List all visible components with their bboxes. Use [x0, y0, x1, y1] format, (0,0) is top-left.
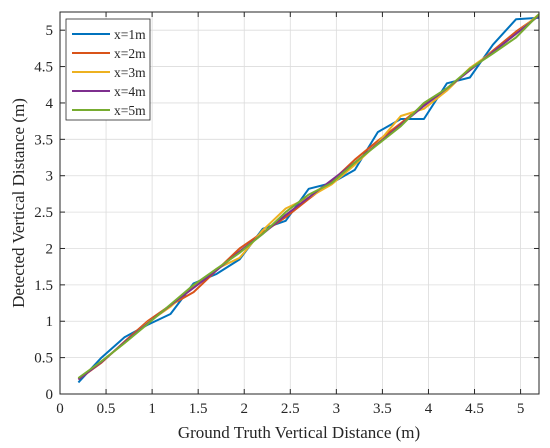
y-tick-label: 2 — [46, 241, 54, 257]
y-axis-label: Detected Vertical Distance (m) — [9, 98, 28, 308]
x-tick-labels: 0 0.5 1 1.5 2 2.5 3 3.5 4 4.5 5 — [56, 401, 524, 417]
legend-label-1: x=1m — [114, 27, 146, 42]
x-tick-label: 4.5 — [465, 401, 484, 417]
y-tick-label: 2.5 — [34, 205, 53, 221]
plot-frame — [59, 11, 540, 395]
y-tick-label: 4.5 — [34, 60, 53, 76]
x-tick-label: 0.5 — [97, 401, 116, 417]
y-tick-label: 5 — [46, 23, 54, 39]
grid — [59, 12, 539, 395]
x-tick-label: 5 — [517, 401, 525, 417]
y-tick-label: 1 — [46, 314, 54, 330]
y-tick-label: 0 — [46, 387, 54, 403]
x-tick-label: 1.5 — [189, 401, 208, 417]
x-tick-label: 4 — [425, 401, 433, 417]
series-line-1 — [77, 16, 540, 384]
x-tick-label: 3.5 — [373, 401, 392, 417]
legend-label-3: x=3m — [114, 65, 146, 80]
x-tick-label: 2 — [240, 401, 248, 417]
legend-label-4: x=4m — [114, 84, 146, 99]
y-tick-label: 3.5 — [34, 132, 53, 148]
ticks — [59, 12, 539, 395]
series-lines — [77, 13, 540, 384]
y-tick-label: 4 — [46, 96, 54, 112]
series-line-5 — [77, 13, 540, 379]
x-tick-label: 2.5 — [281, 401, 300, 417]
y-tick-label: 0.5 — [34, 351, 53, 367]
x-tick-label: 3 — [333, 401, 341, 417]
legend-label-5: x=5m — [114, 103, 146, 118]
y-tick-label: 3 — [46, 169, 54, 185]
legend: x=1m x=2m x=3m x=4m x=5m — [65, 18, 151, 121]
x-tick-label: 0 — [56, 401, 64, 417]
x-axis-label: Ground Truth Vertical Distance (m) — [178, 423, 420, 442]
legend-label-2: x=2m — [114, 46, 146, 61]
y-tick-label: 1.5 — [34, 278, 53, 294]
y-tick-labels: 0 0.5 1 1.5 2 2.5 3 3.5 4 4.5 5 — [34, 23, 53, 403]
x-tick-label: 1 — [148, 401, 156, 417]
legend-box — [65, 18, 151, 121]
